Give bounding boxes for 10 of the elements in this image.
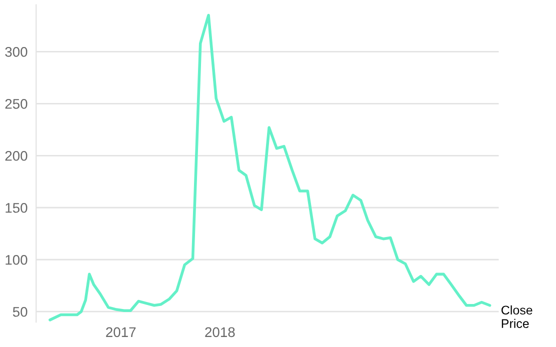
series-label: Close Price	[502, 305, 532, 328]
y-tick-label: 50	[12, 306, 28, 317]
y-tick-label: 200	[5, 150, 28, 161]
x-tick-label: 2017	[106, 327, 136, 338]
y-tick-label: 300	[5, 46, 28, 57]
y-tick-label: 250	[5, 98, 28, 109]
y-tick-label: 150	[6, 202, 28, 213]
x-tick-label: 2018	[205, 327, 235, 338]
line-series	[48, 14, 492, 322]
y-tick-label: 100	[6, 254, 28, 265]
